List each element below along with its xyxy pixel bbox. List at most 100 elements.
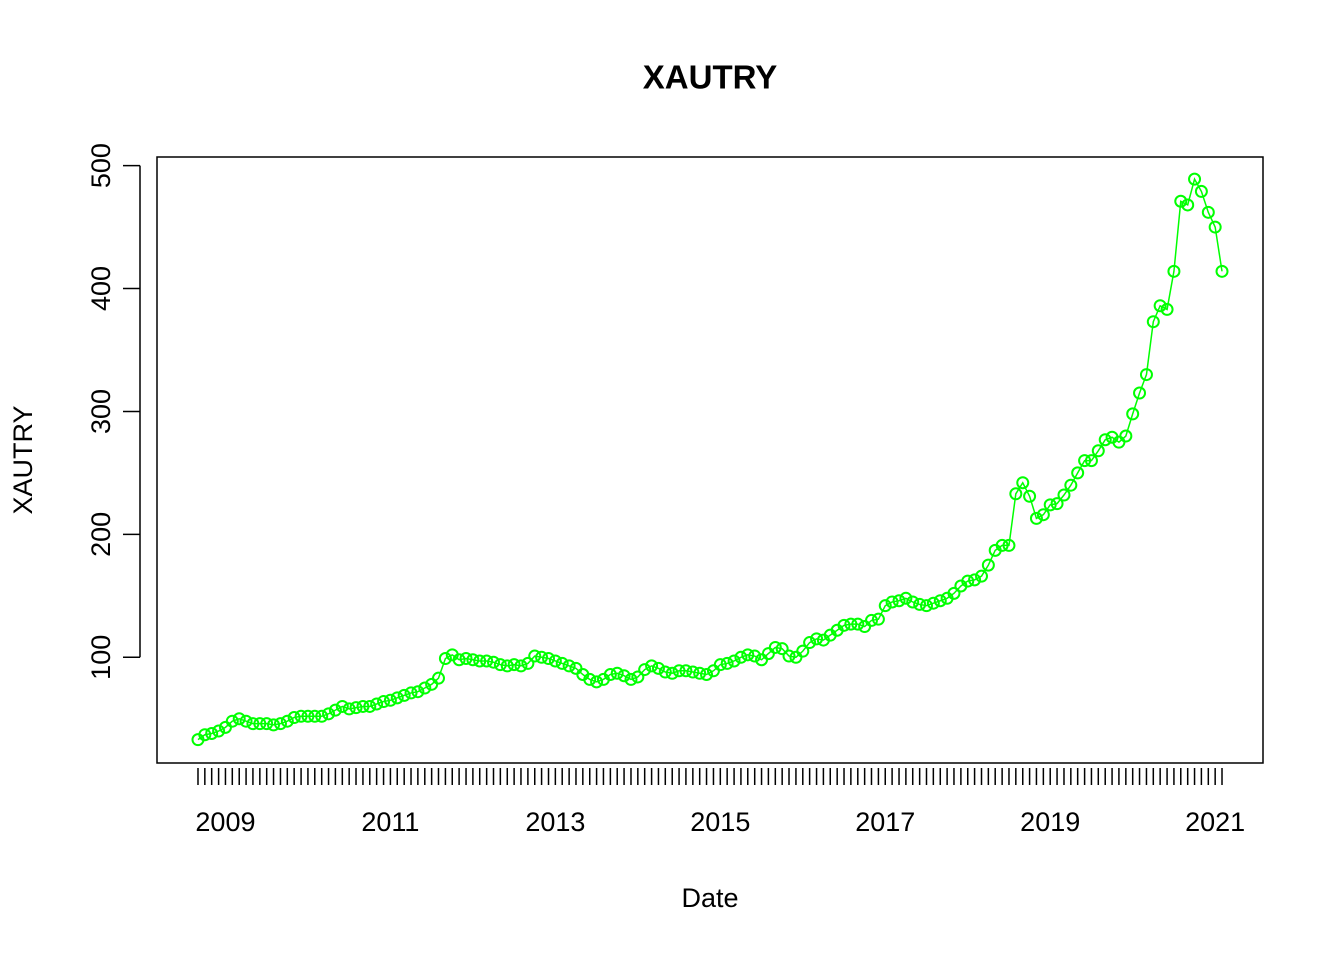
data-point	[638, 663, 652, 677]
data-point	[686, 665, 700, 679]
data-point	[947, 586, 961, 600]
data-point	[775, 642, 789, 656]
data-point	[1201, 205, 1215, 219]
data-point	[383, 693, 397, 707]
data-point	[1036, 508, 1050, 522]
data-point	[1043, 498, 1057, 512]
data-point	[851, 617, 865, 631]
data-point	[500, 659, 514, 673]
data-point	[651, 661, 665, 675]
data-point	[349, 701, 363, 715]
data-point	[1002, 538, 1016, 552]
data-point	[617, 669, 631, 683]
data-point	[301, 709, 315, 723]
data-point	[1208, 220, 1222, 234]
data-point	[631, 670, 645, 684]
data-point	[555, 656, 569, 670]
data-point	[913, 597, 927, 611]
data-point	[205, 726, 219, 740]
data-point	[225, 714, 239, 728]
data-point	[720, 656, 734, 670]
data-point	[480, 654, 494, 668]
data-point	[1167, 264, 1181, 278]
data-point	[1119, 429, 1133, 443]
data-point	[672, 664, 686, 678]
data-point	[363, 699, 377, 713]
x-tick-label: 2015	[690, 807, 750, 837]
data-point	[892, 594, 906, 608]
data-point	[1146, 315, 1160, 329]
data-point	[239, 714, 253, 728]
data-point	[280, 714, 294, 728]
data-point	[727, 654, 741, 668]
data-point	[1071, 466, 1085, 480]
data-point	[1181, 198, 1195, 212]
data-point	[1098, 433, 1112, 447]
chart-title: XAUTRY	[643, 59, 777, 96]
data-point	[1091, 444, 1105, 458]
data-point	[871, 612, 885, 626]
data-point	[287, 711, 301, 725]
data-point	[548, 654, 562, 668]
data-point	[377, 695, 391, 709]
data-point	[411, 685, 425, 699]
data-point	[665, 666, 679, 680]
data-point	[507, 658, 521, 672]
data-point	[267, 718, 281, 732]
data-point	[315, 709, 329, 723]
data-point	[294, 709, 308, 723]
data-point	[961, 574, 975, 588]
data-point	[1016, 476, 1030, 490]
data-point	[521, 656, 535, 670]
data-point	[1160, 302, 1174, 316]
data-point	[624, 672, 638, 686]
x-tick-label: 2013	[525, 807, 585, 837]
data-point	[260, 717, 274, 731]
data-point	[885, 595, 899, 609]
x-tick-label: 2017	[855, 807, 915, 837]
y-tick-label: 500	[86, 143, 116, 188]
data-point	[308, 709, 322, 723]
data-point	[837, 618, 851, 632]
data-point	[693, 666, 707, 680]
data-point	[404, 686, 418, 700]
data-point	[810, 632, 824, 646]
plot-frame	[156, 156, 1264, 764]
data-point	[590, 675, 604, 689]
data-point	[356, 699, 370, 713]
data-point	[452, 653, 466, 667]
data-point	[864, 613, 878, 627]
data-point	[466, 653, 480, 667]
data-point	[768, 640, 782, 654]
data-point	[658, 665, 672, 679]
data-point	[878, 599, 892, 613]
data-point	[975, 569, 989, 583]
data-point	[390, 691, 404, 705]
y-axis-label: XAUTRY	[8, 405, 38, 514]
data-point	[473, 654, 487, 668]
data-point	[926, 596, 940, 610]
data-point	[741, 648, 755, 662]
data-point	[542, 652, 556, 666]
data-point	[328, 703, 342, 717]
data-point	[232, 712, 246, 726]
data-point	[535, 650, 549, 664]
data-point	[246, 717, 260, 731]
data-line	[197, 177, 1223, 741]
data-point	[583, 672, 597, 686]
data-point	[981, 558, 995, 572]
y-tick-label: 400	[86, 266, 116, 311]
data-point	[645, 659, 659, 673]
data-point	[273, 717, 287, 731]
data-point	[734, 650, 748, 664]
data-point	[995, 538, 1009, 552]
data-point	[919, 599, 933, 613]
data-point	[438, 652, 452, 666]
data-point	[603, 667, 617, 681]
data-point	[335, 699, 349, 713]
data-point	[198, 728, 212, 742]
data-point	[370, 697, 384, 711]
data-point	[1133, 386, 1147, 400]
data-point	[1153, 299, 1167, 313]
